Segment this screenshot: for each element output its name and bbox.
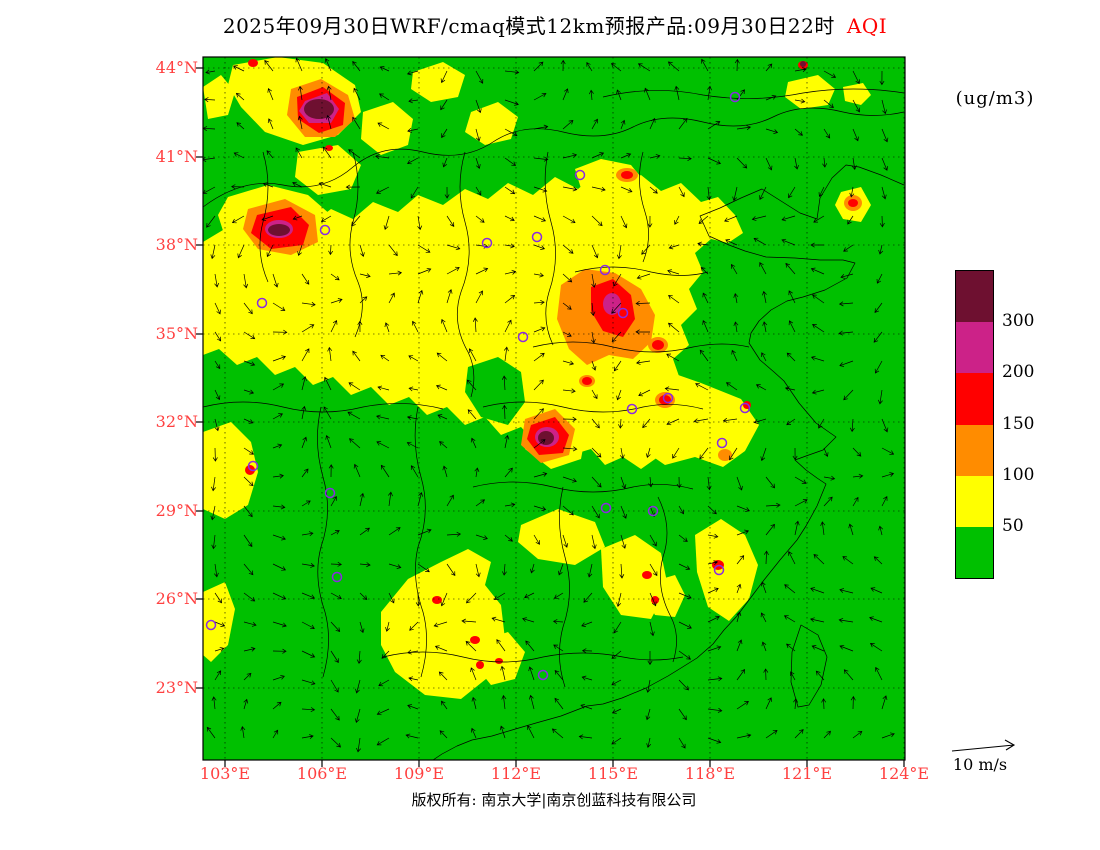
figure-title-text: 2025年09月30日WRF/cmaq模式12km预报产品:09月30日22时 — [222, 14, 835, 38]
lat-axis-label: 23°N — [155, 678, 198, 697]
lon-axis-label: 121°E — [781, 764, 833, 783]
city-marker — [739, 402, 751, 414]
axis-ticks — [196, 67, 905, 767]
title-variable: AQI — [846, 14, 888, 38]
city-marker — [517, 331, 529, 343]
map-border — [202, 56, 906, 761]
colorbar-label: 50 — [1002, 515, 1024, 536]
city-marker — [574, 169, 586, 181]
lat-axis-label: 44°N — [155, 58, 198, 77]
city-marker — [531, 231, 543, 243]
city-marker — [331, 571, 343, 583]
city-marker — [729, 91, 741, 103]
city-marker — [205, 619, 217, 631]
city-marker — [481, 237, 493, 249]
colorbar-label: 200 — [1002, 362, 1035, 383]
graticule-gridlines — [203, 57, 905, 760]
city-markers — [205, 91, 751, 681]
units-label: (ug/m3) — [955, 88, 1035, 109]
colorbar-segment-maroon — [956, 271, 993, 323]
map-boundaries — [203, 88, 905, 760]
wind-vector-field — [203, 57, 895, 753]
wind-reference-arrow — [951, 739, 1016, 752]
lat-axis-label: 35°N — [155, 324, 198, 343]
lon-axis-label: 118°E — [684, 764, 736, 783]
city-marker — [247, 460, 259, 472]
colorbar-segment-green — [956, 526, 993, 579]
colorbar-segment-orange — [956, 424, 993, 476]
lat-axis-label: 32°N — [155, 412, 198, 431]
aqi-filled-contours — [203, 57, 871, 699]
colorbar-segment-yellow — [956, 475, 993, 527]
colorbar-segment-magenta — [956, 322, 993, 374]
colorbar-label: 150 — [1002, 413, 1035, 434]
lat-axis-label: 38°N — [155, 235, 198, 254]
city-marker — [662, 392, 674, 404]
wind-scale-label: 10 m/s — [952, 755, 1008, 774]
figure-title: 2025年09月30日WRF/cmaq模式12km预报产品:09月30日22时 A… — [140, 10, 970, 39]
lat-axis-label: 26°N — [155, 589, 198, 608]
lon-axis-label: 103°E — [199, 764, 251, 783]
lon-axis-label: 124°E — [878, 764, 930, 783]
city-marker — [647, 505, 659, 517]
colorbar-label: 300 — [1002, 311, 1035, 332]
city-marker — [537, 669, 549, 681]
lon-axis-label: 115°E — [587, 764, 639, 783]
lon-axis-label: 112°E — [490, 764, 542, 783]
city-marker — [324, 487, 336, 499]
lat-axis-label: 41°N — [155, 147, 198, 166]
city-marker — [716, 437, 728, 449]
colorbar-segment-red — [956, 373, 993, 425]
copyright-text: 版权所有: 南京大学|南京创蓝科技有限公司 — [411, 791, 697, 809]
map-plot-area — [196, 56, 906, 767]
lon-axis-label: 109°E — [393, 764, 445, 783]
city-marker — [617, 307, 629, 319]
lon-axis-label: 106°E — [296, 764, 348, 783]
city-marker — [626, 403, 638, 415]
city-marker — [599, 264, 611, 276]
city-marker — [713, 564, 725, 576]
colorbar-label: 100 — [1002, 464, 1035, 485]
colorbar — [955, 270, 994, 579]
city-marker — [256, 297, 268, 309]
city-marker — [600, 502, 612, 514]
lat-axis-label: 29°N — [155, 501, 198, 520]
city-marker — [319, 224, 331, 236]
